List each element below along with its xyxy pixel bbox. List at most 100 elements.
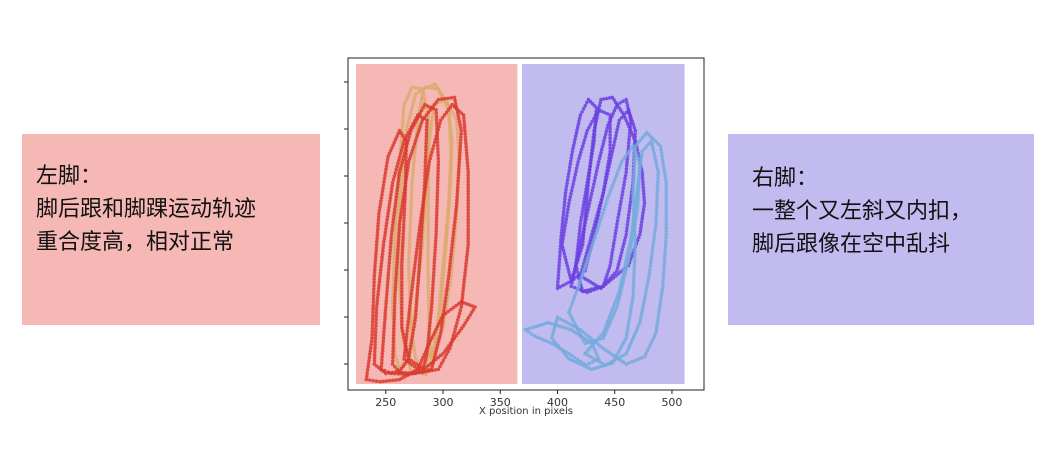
data-point [591,135,596,139]
data-point [400,200,405,204]
data-point [377,277,382,281]
data-point [606,196,610,200]
data-point [597,210,601,214]
data-point [605,126,609,131]
data-point [367,378,372,382]
data-point [457,160,462,164]
data-point [659,293,664,298]
data-point [413,371,418,376]
left-foot-line-1: 脚后跟和脚踝运动轨迹 [36,197,257,222]
data-point [414,136,419,140]
data-point [434,235,438,240]
data-point [412,98,416,103]
data-point [426,207,430,212]
data-point [400,370,405,375]
data-point [631,294,635,299]
data-point [576,252,581,257]
data-point [610,95,615,100]
data-point [555,315,560,320]
data-point [392,307,397,312]
data-point [441,315,445,319]
data-point [401,364,405,369]
data-point [603,363,608,367]
data-point [583,332,588,336]
data-point [400,244,405,249]
data-point [567,270,571,274]
data-point [449,307,453,312]
data-point [391,177,396,182]
data-point [390,362,395,366]
data-point [374,305,379,309]
data-point [370,326,375,331]
data-point [643,292,648,297]
data-point [633,132,637,136]
data-point [631,144,635,148]
data-point [466,227,470,231]
data-point [600,194,605,198]
data-point [443,349,447,353]
data-point [451,112,456,117]
data-point [456,113,460,118]
data-point [631,278,636,283]
data-point [604,330,608,335]
data-point [560,225,564,229]
data-point [588,164,592,169]
data-point [578,333,583,337]
data-point [408,127,412,132]
data-point [426,248,430,253]
data-point [420,87,425,91]
data-point [375,236,379,241]
data-point [424,138,429,142]
data-point [391,273,396,278]
data-point [399,137,404,142]
data-point [449,158,454,163]
data-point [580,144,585,148]
data-point [560,325,565,329]
data-point [611,181,616,185]
data-point [416,113,420,117]
trajectory-chart: 250 300 350 400 450 500 X position in pixels [320,44,720,428]
data-point [568,276,573,280]
data-point [385,214,390,219]
data-point [626,219,630,224]
data-point [651,148,656,153]
data-point [434,232,438,237]
data-point [400,376,404,380]
data-point [570,353,574,358]
data-point [605,199,609,203]
data-point [556,276,560,281]
data-point [572,359,577,364]
data-point [643,295,647,300]
data-point [611,244,616,249]
data-point [400,309,404,314]
data-point [466,176,470,181]
data-point [392,314,397,318]
data-point [616,124,620,129]
data-point [538,336,543,341]
data-point [419,121,424,125]
data-point [655,183,660,187]
data-point [648,264,653,268]
data-point [457,311,462,316]
data-point [392,304,397,309]
data-point [466,246,470,250]
data-point [581,206,585,210]
data-point [423,167,427,172]
data-point [523,328,528,332]
data-point [558,317,563,321]
data-point [429,122,434,127]
data-point [622,113,626,117]
data-point [647,346,651,350]
data-point [427,149,431,153]
data-point [373,346,377,351]
data-point [458,144,463,149]
data-point [454,204,459,209]
data-point [373,255,378,259]
data-point [598,220,602,224]
data-point [568,195,573,199]
data-point [410,187,414,191]
data-point [444,237,449,242]
data-point [463,274,467,278]
data-point [397,369,402,374]
data-point [618,292,622,297]
